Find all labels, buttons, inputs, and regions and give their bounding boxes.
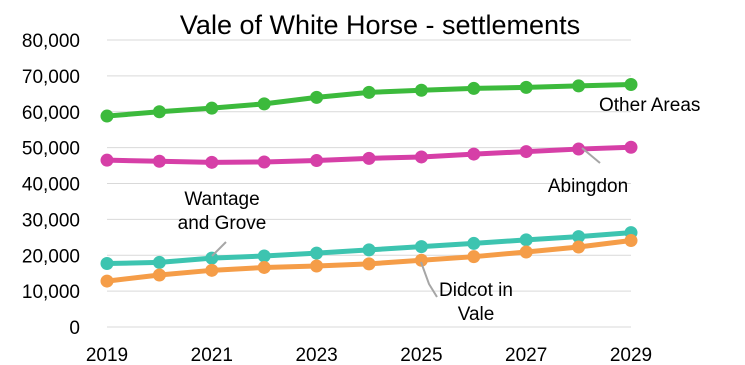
data-point (467, 81, 481, 95)
series-wantage-and-grove (100, 226, 638, 271)
data-point (152, 105, 166, 119)
axis-tick-labels: 0 10,000 20,000 30,000 40,000 50,000 60,000 70,… (22, 31, 652, 365)
data-point (362, 243, 376, 257)
data-point (310, 154, 324, 168)
data-point (519, 145, 533, 159)
y-tick-label: 10,000 (22, 282, 80, 303)
y-tick-label: 40,000 (22, 175, 80, 196)
series-label: and Grove (178, 213, 267, 234)
series-other-areas (100, 77, 638, 123)
data-point (205, 101, 219, 115)
y-tick-label: 30,000 (22, 210, 80, 231)
data-point (205, 251, 219, 265)
data-point (572, 79, 586, 93)
chart-title: Vale of White Horse - settlements (180, 10, 580, 40)
data-point (362, 257, 376, 271)
series-label: Abingdon (548, 176, 628, 197)
data-point (310, 246, 324, 260)
data-point (414, 240, 428, 254)
data-point (624, 77, 638, 91)
data-point (257, 155, 271, 169)
data-point (519, 245, 533, 259)
data-point (572, 230, 586, 244)
data-point (205, 155, 219, 169)
y-tick-label: 0 (69, 318, 80, 339)
x-tick-label: 2023 (295, 345, 337, 365)
series-label: Other Areas (599, 95, 700, 116)
label-leader-line (211, 241, 227, 257)
data-point (414, 253, 428, 267)
data-point (257, 260, 271, 274)
x-tick-label: 2029 (610, 345, 652, 365)
data-point (152, 154, 166, 168)
data-point (467, 236, 481, 250)
series-abingdon (100, 140, 638, 169)
y-tick-label: 70,000 (22, 67, 80, 88)
data-point (467, 147, 481, 161)
data-point (152, 268, 166, 282)
series-label: Wantage (184, 189, 259, 210)
y-tick-label: 20,000 (22, 246, 80, 267)
data-point (310, 90, 324, 104)
data-point (257, 97, 271, 111)
data-point (257, 249, 271, 263)
data-point (519, 80, 533, 94)
data-point (572, 240, 586, 254)
data-point (100, 109, 114, 123)
data-point (362, 151, 376, 165)
data-point (572, 142, 586, 156)
data-point (414, 150, 428, 164)
label-leader-line (581, 147, 601, 164)
data-point (624, 140, 638, 154)
x-tick-label: 2019 (86, 345, 128, 365)
data-point (414, 83, 428, 97)
data-point (624, 234, 638, 248)
data-point (310, 259, 324, 273)
data-point (362, 85, 376, 99)
data-point (100, 153, 114, 167)
y-tick-label: 80,000 (22, 31, 80, 52)
x-tick-label: 2021 (191, 345, 233, 365)
data-point (467, 250, 481, 264)
y-tick-label: 60,000 (22, 103, 80, 124)
data-point (519, 233, 533, 247)
data-point (100, 274, 114, 288)
series-label: Vale (458, 304, 495, 325)
label-leader-line (420, 261, 438, 298)
series-lines (100, 77, 638, 288)
series-labels: Other Areas Abingdon Wantage and Grove Didco… (178, 95, 701, 325)
x-tick-label: 2025 (400, 345, 442, 365)
data-point (152, 255, 166, 269)
series-label: Didcot in (439, 280, 513, 301)
y-tick-label: 50,000 (22, 139, 80, 160)
x-tick-label: 2027 (505, 345, 547, 365)
series-didcot-in-vale (100, 234, 638, 288)
data-point (100, 257, 114, 271)
data-point (205, 263, 219, 277)
